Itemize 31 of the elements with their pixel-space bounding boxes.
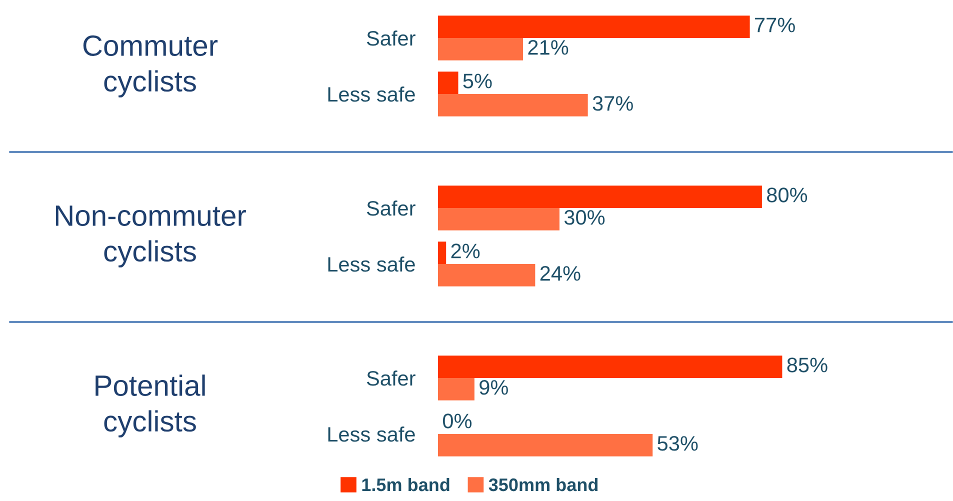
- data-label: 24%: [540, 266, 580, 281]
- bar: [438, 94, 588, 116]
- data-label: 77%: [755, 18, 795, 32]
- text: Potential cyclists: [96, 374, 205, 438]
- y-tick-label: Less safe: [328, 256, 415, 272]
- data-label: 21%: [528, 40, 568, 55]
- bar: [438, 16, 750, 38]
- data-label: 5%: [463, 74, 492, 88]
- bar: [438, 186, 762, 208]
- bar: [438, 72, 458, 94]
- legend-label: 350mm band: [488, 478, 598, 492]
- data-label: 2%: [451, 244, 480, 258]
- bar: [438, 208, 560, 230]
- data-label: 0%: [442, 414, 472, 428]
- data-label: 37%: [592, 96, 633, 111]
- bar: [438, 264, 536, 286]
- data-label: 53%: [658, 436, 698, 451]
- y-tick-label: Less safe: [328, 426, 415, 442]
- y-tick-label: Safer: [366, 30, 416, 46]
- bar: [438, 242, 446, 264]
- legend-label: 1.5m band: [362, 478, 450, 492]
- data-label: 80%: [767, 188, 808, 202]
- bar: [438, 38, 524, 60]
- data-label: 9%: [480, 380, 508, 395]
- y-tick-label: Less safe: [328, 86, 415, 102]
- y-tick-label: Safer: [366, 200, 416, 216]
- data-label: 85%: [787, 358, 828, 372]
- y-tick-label: Safer: [366, 370, 416, 386]
- text: Commuter cyclists: [83, 35, 218, 98]
- data-label: 30%: [564, 210, 605, 225]
- text: Non-commuter cyclists: [56, 206, 246, 268]
